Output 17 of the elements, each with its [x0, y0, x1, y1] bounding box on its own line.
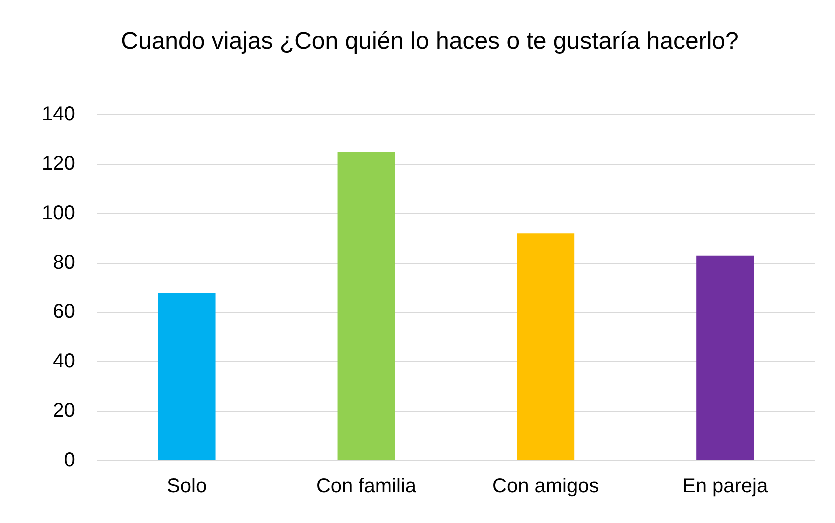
- x-tick-label: Solo: [167, 476, 208, 498]
- bar: [696, 256, 754, 460]
- y-tick-label: 120: [42, 152, 76, 175]
- x-tick-label: Con amigos: [492, 476, 600, 498]
- x-tick-label: Con familia: [316, 476, 418, 498]
- bar: [158, 292, 216, 460]
- bar: [517, 234, 575, 460]
- y-tick-label: 0: [64, 450, 76, 472]
- y-tick-label: 60: [53, 301, 76, 324]
- chart-title: Cuando viajas ¿Con quién lo haces o te gustaría hacerlo?: [120, 27, 740, 57]
- x-tick-label: En pareja: [682, 476, 769, 498]
- y-tick-label: 140: [42, 104, 76, 126]
- y-tick-label: 20: [53, 400, 76, 422]
- y-tick-label: 40: [53, 350, 76, 373]
- bar: [338, 152, 396, 460]
- y-tick-label: 80: [53, 252, 76, 274]
- y-tick-label: 100: [42, 202, 76, 224]
